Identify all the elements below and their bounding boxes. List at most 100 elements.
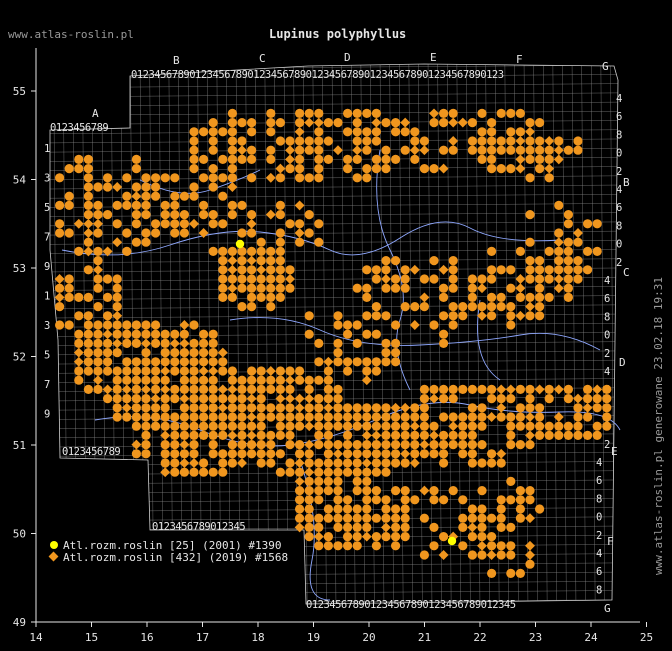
record-point-2019 xyxy=(189,136,199,146)
record-point-2019 xyxy=(285,458,295,468)
record-point-2019 xyxy=(141,421,151,431)
record-point-2019 xyxy=(563,256,574,266)
record-point-2019 xyxy=(554,228,564,238)
record-point-2019 xyxy=(467,550,477,560)
record-point-2019 xyxy=(227,430,238,441)
grid-digit-col: 6 xyxy=(604,293,610,305)
record-point-2019 xyxy=(352,440,362,450)
record-point-2019 xyxy=(275,173,285,183)
record-point-2019 xyxy=(295,449,305,459)
record-point-2019 xyxy=(323,154,333,164)
record-point-2019 xyxy=(410,154,420,164)
record-point-2019 xyxy=(448,486,458,496)
record-point-2019 xyxy=(285,440,295,450)
record-point-2019 xyxy=(304,522,314,533)
record-point-2019 xyxy=(189,320,199,330)
record-point-2019 xyxy=(247,292,257,302)
record-point-2019 xyxy=(371,467,381,477)
record-point-2019 xyxy=(323,421,333,431)
record-point-2019 xyxy=(285,412,295,422)
record-point-2019 xyxy=(131,338,141,348)
record-point-2019 xyxy=(391,118,401,128)
record-point-2019 xyxy=(515,163,526,174)
record-point-2019 xyxy=(199,458,209,468)
record-point-2019 xyxy=(563,145,574,155)
record-point-2019 xyxy=(208,366,219,376)
record-point-2019 xyxy=(487,394,497,404)
record-point-2019 xyxy=(573,393,583,404)
record-point-2019 xyxy=(227,449,237,459)
record-point-2019 xyxy=(179,228,189,238)
record-point-2019 xyxy=(112,348,122,358)
record-point-2019 xyxy=(419,412,429,422)
record-point-2019 xyxy=(429,486,439,496)
record-point-2019 xyxy=(563,384,574,394)
record-point-2019 xyxy=(266,449,276,459)
record-point-2019 xyxy=(477,127,487,137)
grid-row-letter: G xyxy=(604,602,611,615)
record-point-2019 xyxy=(266,302,276,312)
record-point-2019 xyxy=(199,210,209,220)
record-point-2019 xyxy=(64,274,74,284)
record-point-2019 xyxy=(602,403,612,413)
record-point-2019 xyxy=(73,356,84,367)
record-point-2019 xyxy=(150,393,161,404)
record-point-2019 xyxy=(506,421,516,431)
record-point-2019 xyxy=(573,136,583,146)
record-point-2019 xyxy=(467,292,477,302)
record-point-2019 xyxy=(410,412,420,422)
x-tick-label: 17 xyxy=(196,631,209,644)
record-point-2019 xyxy=(103,320,113,330)
record-point-2019 xyxy=(237,394,247,404)
record-point-2019 xyxy=(131,403,141,413)
record-point-2019 xyxy=(352,486,362,496)
record-point-2019 xyxy=(304,117,315,128)
record-point-2019 xyxy=(208,173,218,183)
grid-digit-col: 4 xyxy=(616,184,622,196)
record-point-2019 xyxy=(477,274,487,284)
record-point-2019 xyxy=(314,237,324,247)
grid-digit-col: 3 xyxy=(44,173,50,185)
record-point-2019 xyxy=(218,357,228,367)
record-point-2019 xyxy=(122,191,132,201)
record-point-2019 xyxy=(151,320,161,330)
record-point-2019 xyxy=(189,366,199,376)
record-point-2019 xyxy=(429,440,439,450)
record-point-2019 xyxy=(74,154,84,164)
record-point-2019 xyxy=(247,440,257,450)
record-point-2019 xyxy=(429,320,439,330)
record-point-2019 xyxy=(477,136,487,146)
record-point-2019 xyxy=(419,550,429,560)
record-point-2019 xyxy=(391,357,401,367)
record-point-2019 xyxy=(189,164,199,174)
record-point-2019 xyxy=(371,108,381,118)
record-point-2019 xyxy=(103,366,113,376)
record-point-2019 xyxy=(381,274,391,284)
record-point-2019 xyxy=(170,219,180,229)
record-point-2019 xyxy=(160,384,171,395)
record-point-2019 xyxy=(256,394,266,404)
record-point-2019 xyxy=(83,311,93,321)
record-point-2019 xyxy=(362,292,372,302)
record-point-2019 xyxy=(112,310,123,321)
record-point-2019 xyxy=(199,329,209,339)
record-point-2019 xyxy=(294,522,305,533)
record-point-2019 xyxy=(381,495,391,505)
record-point-2019 xyxy=(544,163,555,174)
record-point-2019 xyxy=(496,164,506,174)
record-point-2019 xyxy=(103,357,113,367)
grid-digit-col: 0 xyxy=(596,512,602,524)
record-point-2019 xyxy=(314,430,324,440)
record-point-2019 xyxy=(103,173,113,183)
record-point-2019 xyxy=(295,513,305,523)
record-point-2019 xyxy=(256,292,266,302)
record-point-2019 xyxy=(467,274,477,284)
record-point-2019 xyxy=(525,430,535,441)
record-point-2019 xyxy=(227,145,237,155)
record-point-2019 xyxy=(199,200,209,210)
record-point-2019 xyxy=(352,127,362,137)
record-point-2019 xyxy=(218,154,228,164)
record-point-2019 xyxy=(247,154,257,164)
record-point-2019 xyxy=(64,228,74,238)
record-point-2019 xyxy=(199,384,209,394)
